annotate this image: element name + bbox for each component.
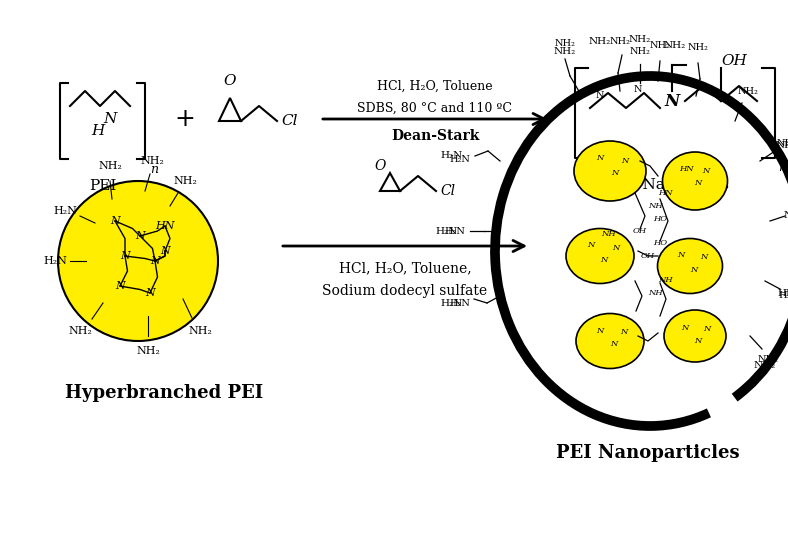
Text: N: N <box>611 340 618 348</box>
Text: N: N <box>151 256 160 266</box>
Text: n: n <box>778 161 786 174</box>
Text: NH: NH <box>648 202 662 210</box>
Text: N: N <box>621 157 629 165</box>
Text: N: N <box>120 251 130 261</box>
Text: Sodium dodecyl sulfate: Sodium dodecyl sulfate <box>322 284 488 298</box>
Text: O: O <box>374 159 385 173</box>
Text: HCl, H₂O, Toluene: HCl, H₂O, Toluene <box>377 79 492 93</box>
Text: N: N <box>596 90 604 100</box>
Text: NH₂: NH₂ <box>140 156 164 166</box>
Text: HN: HN <box>155 221 175 231</box>
Text: N: N <box>702 167 710 175</box>
Text: N: N <box>694 179 701 187</box>
Text: Hyperbranched PEI: Hyperbranched PEI <box>65 384 263 402</box>
Text: n: n <box>150 163 158 176</box>
Text: +: + <box>175 107 195 131</box>
Text: NH₂: NH₂ <box>630 46 650 56</box>
Text: N: N <box>612 244 619 252</box>
Text: HO: HO <box>653 215 667 223</box>
Text: HN: HN <box>779 291 788 300</box>
Text: N: N <box>597 327 604 335</box>
Text: N: N <box>135 231 145 241</box>
Text: PEI-Nanobeads: PEI-Nanobeads <box>611 178 730 192</box>
Text: OH: OH <box>641 252 655 260</box>
Text: HCl, H₂O, Toluene,: HCl, H₂O, Toluene, <box>339 261 471 275</box>
Text: HO: HO <box>653 239 667 247</box>
Text: H₂N: H₂N <box>440 299 463 307</box>
Text: NH₂: NH₂ <box>754 361 776 370</box>
Text: NH₂: NH₂ <box>688 44 708 52</box>
Text: H₂N: H₂N <box>436 226 458 235</box>
Ellipse shape <box>566 229 634 284</box>
Text: N: N <box>611 169 619 177</box>
Text: N: N <box>103 112 117 126</box>
Text: H₂N: H₂N <box>53 206 77 216</box>
Text: Cl: Cl <box>440 184 455 198</box>
Text: PEI: PEI <box>89 179 117 193</box>
Text: NH₂: NH₂ <box>663 41 686 51</box>
Text: Dean-Stark: Dean-Stark <box>391 129 479 143</box>
Text: HN: HN <box>678 165 693 173</box>
Text: NH₂: NH₂ <box>173 176 197 186</box>
Text: NH₂: NH₂ <box>649 41 671 51</box>
Text: OH: OH <box>721 54 747 68</box>
Text: NH₂: NH₂ <box>98 161 122 171</box>
Text: H₂N: H₂N <box>440 152 463 160</box>
Text: NH: NH <box>658 276 672 284</box>
Text: HN: HN <box>658 189 672 197</box>
Circle shape <box>58 181 218 341</box>
Text: H: H <box>91 124 105 138</box>
Text: N: N <box>664 93 679 110</box>
Text: N: N <box>597 154 604 162</box>
Text: N: N <box>678 251 685 259</box>
Text: N: N <box>587 241 595 249</box>
Text: NH₂: NH₂ <box>589 36 611 46</box>
Text: NH₂: NH₂ <box>136 346 160 356</box>
Text: N: N <box>110 216 120 226</box>
Text: NH: NH <box>648 289 662 297</box>
Text: NH: NH <box>776 142 788 150</box>
Text: N: N <box>620 328 628 336</box>
Text: N: N <box>783 212 788 220</box>
Text: NH: NH <box>600 230 615 238</box>
Text: N: N <box>690 266 697 274</box>
Text: NH₂: NH₂ <box>610 36 630 46</box>
Text: N: N <box>600 256 608 264</box>
Text: N: N <box>682 324 689 332</box>
Text: N: N <box>704 325 711 333</box>
Text: N: N <box>160 246 170 256</box>
Ellipse shape <box>657 239 723 294</box>
Text: NH: NH <box>776 138 788 148</box>
Text: H₂N: H₂N <box>444 226 466 235</box>
Text: PEI Nanoparticles: PEI Nanoparticles <box>556 444 740 462</box>
Text: NH₂: NH₂ <box>757 354 779 364</box>
Text: N: N <box>115 281 125 291</box>
Text: NH₂: NH₂ <box>188 326 212 336</box>
Text: Cl: Cl <box>281 114 298 128</box>
Text: O: O <box>224 74 236 88</box>
Ellipse shape <box>663 152 727 210</box>
Text: N: N <box>145 288 155 298</box>
Text: N: N <box>634 84 642 94</box>
Text: HN: HN <box>778 289 788 298</box>
Text: H₂N: H₂N <box>43 256 67 266</box>
Text: N: N <box>694 337 701 345</box>
Text: N: N <box>701 253 708 261</box>
Ellipse shape <box>574 141 646 201</box>
Text: H₂N: H₂N <box>450 154 470 164</box>
Ellipse shape <box>576 314 644 369</box>
Text: H₂N: H₂N <box>450 299 470 307</box>
Text: OH: OH <box>633 227 647 235</box>
Text: SDBS, 80 °C and 110 ºC: SDBS, 80 °C and 110 ºC <box>358 101 512 115</box>
Text: NH₂: NH₂ <box>554 46 576 56</box>
Text: NH₂: NH₂ <box>738 87 758 95</box>
Text: NH₂: NH₂ <box>629 35 651 44</box>
Text: NH₂: NH₂ <box>555 40 575 48</box>
Text: NH₂: NH₂ <box>68 326 92 336</box>
Ellipse shape <box>664 310 726 362</box>
